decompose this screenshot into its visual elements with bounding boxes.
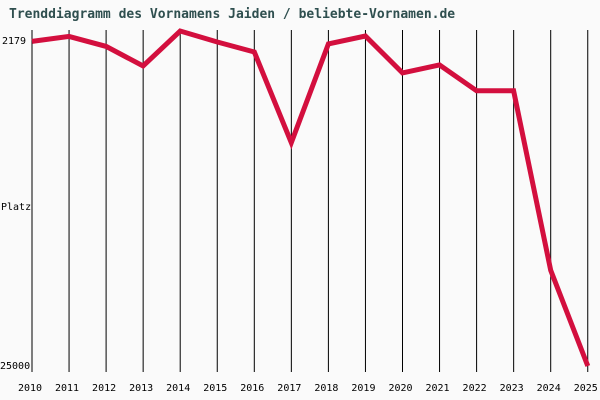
x-axis-label-2023: 2023: [500, 383, 524, 394]
x-axis-label-2025: 2025: [574, 383, 598, 394]
x-axis-label-2013: 2013: [129, 383, 153, 394]
x-axis-label-2018: 2018: [314, 383, 338, 394]
x-axis-label-2010: 2010: [18, 383, 42, 394]
y-axis-bottom-rank-label: 25000: [0, 361, 31, 372]
x-axis-year-labels: 2010 2011 2012 2013 2014 2015 2016 2017 2018 2019…: [18, 383, 598, 394]
x-axis-label-2024: 2024: [537, 383, 561, 394]
x-axis-label-2012: 2012: [92, 383, 116, 394]
x-axis-label-2015: 2015: [203, 383, 227, 394]
x-axis-label-2016: 2016: [240, 383, 264, 394]
x-axis-label-2011: 2011: [55, 383, 79, 394]
y-axis-top-rank-label: 2179: [2, 36, 27, 47]
x-axis-label-2019: 2019: [351, 383, 375, 394]
x-axis-label-2022: 2022: [463, 383, 487, 394]
trend-line: [31, 28, 591, 367]
x-axis-label-2017: 2017: [277, 383, 301, 394]
chart-title: Trenddiagramm des Vornamens Jaiden / bel…: [9, 7, 456, 22]
x-axis-label-2014: 2014: [166, 383, 190, 394]
x-axis-label-2021: 2021: [426, 383, 450, 394]
year-gridlines: [31, 30, 589, 372]
x-axis-label-2020: 2020: [388, 383, 412, 394]
y-axis-title: Platz: [1, 202, 32, 213]
